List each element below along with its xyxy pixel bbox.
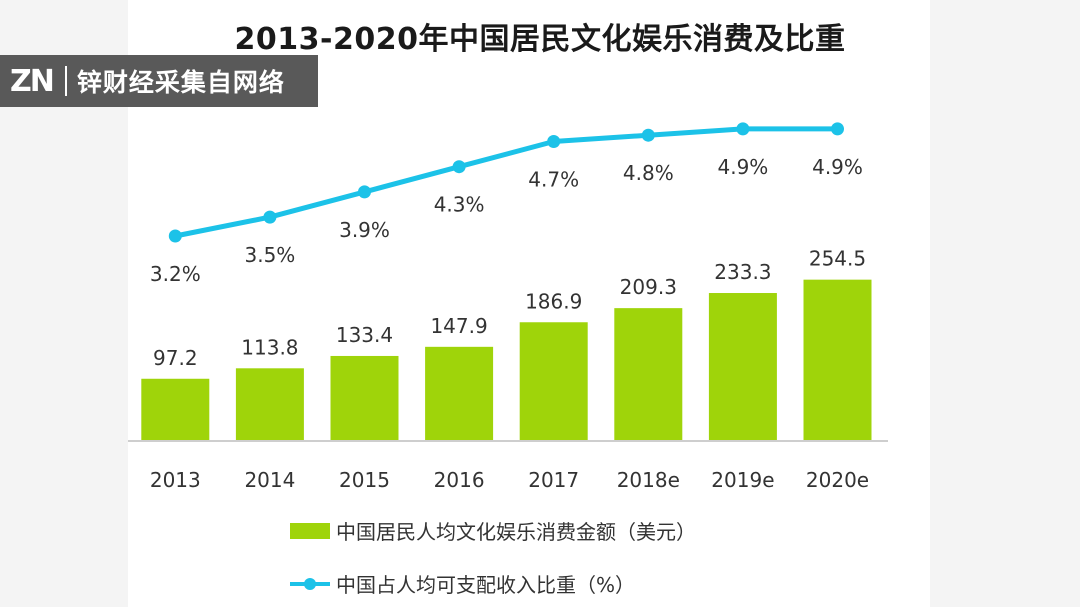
line-point-2020e [831, 122, 844, 136]
x-tick-label-2014: 2014 [244, 468, 295, 492]
bar-value-label-2017: 186.9 [525, 289, 582, 313]
right-margin [930, 0, 1080, 607]
x-tick-label-2016: 2016 [434, 468, 485, 492]
line-value-label-2019e: 4.9% [717, 155, 768, 179]
x-tick-label-2020e: 2020e [806, 468, 869, 492]
watermark-banner: ZN 锌财经采集自网络 [0, 55, 318, 107]
legend-line-label: 中国占人均可支配收入比重（%） [336, 573, 636, 597]
line-value-label-2017: 4.7% [528, 168, 579, 192]
legend-item-line: 中国占人均可支配收入比重（%） [290, 569, 635, 598]
bar-2016 [425, 346, 494, 440]
x-tick-label-2015: 2015 [339, 468, 390, 492]
line-value-label-2016: 4.3% [434, 193, 485, 217]
bar-2019e [708, 293, 777, 440]
chart-title: 2013-2020年中国居民文化娱乐消费及比重 [234, 22, 846, 57]
line-value-label-2013: 3.2% [150, 262, 201, 286]
bar-value-label-2019e: 233.3 [714, 260, 771, 284]
bar-2014 [235, 368, 304, 440]
watermark-logo: ZN [10, 63, 55, 99]
line-value-label-2014: 3.5% [244, 243, 295, 267]
bar-value-label-2014: 113.8 [241, 335, 298, 359]
bar-value-label-2015: 133.4 [336, 323, 393, 347]
bar-value-label-2016: 147.9 [430, 314, 487, 338]
legend-bar-swatch [290, 522, 330, 539]
bar-2017 [519, 322, 588, 440]
line-point-2016 [452, 160, 466, 174]
x-tick-label-2019e: 2019e [711, 468, 774, 492]
x-tick-label-2013: 2013 [150, 468, 201, 492]
watermark-divider [64, 66, 67, 96]
line-series [174, 126, 838, 239]
line-point-2017 [547, 135, 561, 148]
line-point-2014 [263, 210, 277, 224]
line-value-label-2018e: 4.8% [623, 161, 674, 185]
legend-item-bar: 中国居民人均文化娱乐消费金额（美元） [290, 516, 696, 545]
line-value-label-2020e: 4.9% [812, 155, 863, 179]
bar-value-label-2018e: 209.3 [620, 275, 677, 299]
bar-2015 [330, 355, 399, 440]
legend-bar-label: 中国居民人均文化娱乐消费金额（美元） [336, 520, 696, 544]
bar-2020e [803, 279, 872, 440]
line-value-label-2015: 3.9% [339, 218, 390, 242]
line-point-2013 [168, 229, 182, 243]
x-tick-label-2017: 2017 [528, 468, 579, 492]
bar-2018e [614, 308, 683, 440]
line-point-2015 [358, 185, 371, 199]
bar-value-label-2020e: 254.5 [809, 247, 866, 271]
legend-line-swatch [290, 576, 330, 592]
x-tick-label-2018e: 2018e [617, 468, 680, 492]
line-point-2018e [641, 128, 655, 142]
line-point-2019e [736, 122, 750, 136]
bar-value-label-2013: 97.2 [153, 346, 198, 370]
watermark-text: 锌财经采集自网络 [76, 68, 285, 97]
bar-2013 [141, 378, 210, 440]
